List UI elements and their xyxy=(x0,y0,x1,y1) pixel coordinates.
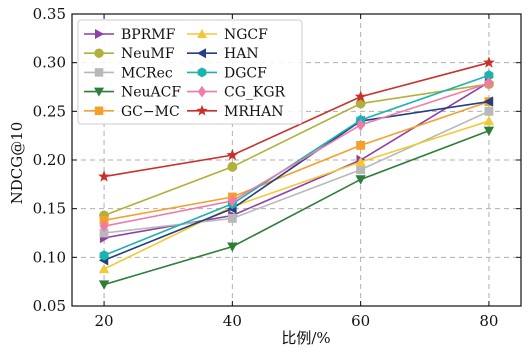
legend-item-ngcf: NGCF xyxy=(187,27,268,43)
legend-label: MRHAN xyxy=(224,104,283,120)
legend-swatch-marker xyxy=(95,29,104,39)
data-point-neumf xyxy=(227,161,238,172)
legend-label: BPRMF xyxy=(121,27,176,43)
legend-item-han: HAN xyxy=(187,46,259,62)
data-point-neuacf xyxy=(355,175,366,185)
legend-label: MCRec xyxy=(121,65,173,81)
legend-swatch-marker xyxy=(197,67,207,78)
legend: BPRMF NeuMF MCRec NeuACF GC−MC NGCF HAN DGCF CG_… xyxy=(77,19,303,125)
series-ngcf xyxy=(98,115,495,274)
x-tick-label: 20 xyxy=(95,312,114,330)
legend-label: HAN xyxy=(224,46,259,62)
data-point-dgcf xyxy=(484,70,494,81)
y-tick-label: 0.15 xyxy=(33,200,66,218)
x-tick-label: 60 xyxy=(351,312,370,330)
x-axis-label: 比例/% xyxy=(281,329,330,347)
series-line-ngcf xyxy=(103,120,490,270)
series-line-mrhan xyxy=(103,61,490,178)
data-point-cg-kgr xyxy=(99,220,109,233)
legend-label: NGCF xyxy=(224,27,268,43)
x-tick-label: 80 xyxy=(479,312,498,330)
y-axis-label: NDCG@10 xyxy=(8,122,26,205)
legend-label: CG_KGR xyxy=(224,85,286,101)
legend-swatch-marker xyxy=(94,106,104,116)
axes: 0.05 0.10 0.15 0.20 0.25 0.30 0.35 20 40 60 80 xyxy=(33,5,522,330)
data-point-han xyxy=(483,96,494,107)
legend-item-neumf: NeuMF xyxy=(84,46,175,62)
data-point-mcrec xyxy=(227,213,237,223)
y-tick-label: 0.10 xyxy=(33,248,66,266)
legend-swatch-marker xyxy=(94,87,104,97)
legend-item-bprmf: BPRMF xyxy=(84,27,176,43)
legend-item-dgcf: DGCF xyxy=(187,65,267,81)
data-point-dgcf xyxy=(99,250,109,261)
legend-label: DGCF xyxy=(224,65,267,81)
series-cg-kgr xyxy=(99,77,494,233)
data-point-cg-kgr xyxy=(484,77,494,90)
y-tick-label: 0.35 xyxy=(33,5,66,23)
series-line-gc-mc xyxy=(103,100,490,222)
legend-item-cg-kgr: CG_KGR xyxy=(187,85,286,101)
series-line-bprmf xyxy=(103,81,490,239)
data-point-cg-kgr xyxy=(227,194,237,207)
legend-item-mrhan: MRHAN xyxy=(187,104,283,120)
data-point-ngcf xyxy=(483,115,495,126)
legend-item-gc-mc: GC−MC xyxy=(84,104,180,120)
legend-swatch-marker xyxy=(197,48,206,59)
data-point-mrhan xyxy=(226,148,239,161)
series-mcrec xyxy=(99,106,494,238)
series-neuacf xyxy=(98,126,495,290)
legend-swatch-marker xyxy=(197,29,207,38)
data-point-ngcf xyxy=(355,156,366,167)
data-point-ngcf xyxy=(98,263,110,274)
data-point-mrhan xyxy=(98,170,111,182)
legend-label: NeuMF xyxy=(121,46,175,62)
data-point-neuacf xyxy=(227,242,238,252)
data-point-neuacf xyxy=(98,280,110,290)
y-tick-label: 0.30 xyxy=(33,54,66,72)
series-line-neumf xyxy=(103,83,490,217)
series-layer xyxy=(98,56,495,290)
legend-label: GC−MC xyxy=(121,104,180,120)
legend-label: NeuACF xyxy=(121,85,181,101)
data-point-mcrec xyxy=(99,228,109,238)
series-mrhan xyxy=(98,56,495,182)
legend-swatch-marker xyxy=(94,48,104,58)
series-line-neuacf xyxy=(103,130,490,286)
data-point-mcrec xyxy=(484,106,494,116)
data-point-mcrec xyxy=(356,165,366,175)
series-line-cg-kgr xyxy=(103,82,490,227)
data-point-neumf xyxy=(355,98,366,109)
legend-swatch-marker xyxy=(196,104,208,116)
legend-item-neuacf: NeuACF xyxy=(84,85,181,101)
legend-swatch-marker xyxy=(94,68,104,77)
legend-item-mcrec: MCRec xyxy=(84,65,173,81)
series-line-dgcf xyxy=(103,74,490,257)
x-tick-label: 40 xyxy=(223,312,242,330)
data-point-gc-mc xyxy=(356,140,366,150)
series-line-han xyxy=(103,100,490,261)
data-point-mrhan xyxy=(482,56,495,68)
data-point-cg-kgr xyxy=(356,118,366,131)
y-tick-label: 0.05 xyxy=(33,297,66,315)
y-tick-label: 0.25 xyxy=(33,102,66,120)
y-tick-label: 0.20 xyxy=(33,151,66,169)
legend-swatch-marker xyxy=(197,85,207,98)
data-point-neuacf xyxy=(483,126,495,136)
series-line-mcrec xyxy=(103,110,490,234)
data-point-mrhan xyxy=(354,90,367,102)
